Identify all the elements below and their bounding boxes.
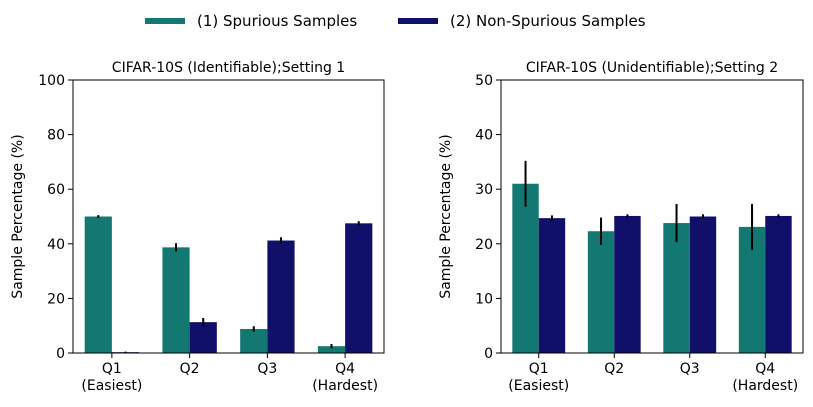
panel2-xtick-label: Q3 <box>680 361 700 377</box>
legend-item-non-spurious: (2) Non-Spurious Samples <box>398 10 646 32</box>
legend-swatch-spurious <box>145 18 185 24</box>
panel2-bar-non-spurious <box>614 215 641 353</box>
panel2-ytick-label: 30 <box>475 182 493 198</box>
panel1-bar-spurious <box>240 328 268 353</box>
panel2-xtick-label: Q2 <box>604 361 624 377</box>
panel2-bar-spurious <box>663 223 690 353</box>
panel2-bar-non-spurious <box>538 218 566 353</box>
panel2-ytick-label: 50 <box>475 73 493 89</box>
panel2-bar-spurious <box>587 231 615 353</box>
panel1-bar-spurious <box>317 346 346 353</box>
legend-swatch-non-spurious <box>398 18 438 24</box>
panel1-ytick-label: 100 <box>38 73 65 89</box>
legend-label-non-spurious: (2) Non-Spurious Samples <box>450 12 646 30</box>
panel1-xtick-label: Q4 (Hardest) <box>312 361 378 394</box>
panel1-ytick-label: 0 <box>56 346 65 362</box>
panel1-bar-non-spurious <box>345 223 373 353</box>
panel2-ytick-label: 40 <box>475 128 493 144</box>
panel1-ytick-label: 80 <box>47 128 65 144</box>
panel2-ylabel: Sample Percentage (%) <box>438 134 454 298</box>
legend: (1) Spurious Samples (2) Non-Spurious Sa… <box>0 0 813 40</box>
panel2-xtick-label: Q4 (Hardest) <box>732 361 798 394</box>
panel2-bar-non-spurious <box>689 216 717 353</box>
panel2-xtick-label: Q1 (Easiest) <box>508 361 569 394</box>
panel2-ytick-label: 0 <box>484 346 493 362</box>
panel1-xtick-label: Q2 <box>180 361 200 377</box>
panel1-bar-non-spurious <box>189 322 217 353</box>
panel1-ylabel: Sample Percentage (%) <box>10 134 26 298</box>
panel1-bar-non-spurious <box>267 240 295 353</box>
panel2-bar-spurious <box>512 183 539 353</box>
panel1-xtick-label: Q1 (Easiest) <box>81 361 142 394</box>
panel1-xtick-label: Q3 <box>257 361 277 377</box>
panel1-title: CIFAR-10S (Identifiable);Setting 1 <box>112 60 345 76</box>
panel1-bar-spurious <box>84 216 112 353</box>
panel1-frame <box>72 79 385 354</box>
panel1-ytick-label: 40 <box>47 237 65 253</box>
panel2-title: CIFAR-10S (Unidentifiable);Setting 2 <box>526 60 778 76</box>
panel2-ytick-label: 20 <box>475 237 493 253</box>
legend-item-spurious: (1) Spurious Samples <box>145 10 357 32</box>
panel1-ytick-label: 60 <box>47 182 65 198</box>
panel2-ytick-label: 10 <box>475 291 493 307</box>
legend-label-spurious: (1) Spurious Samples <box>197 12 358 30</box>
panel1-bar-spurious <box>162 247 190 353</box>
panel2-bar-non-spurious <box>765 215 792 353</box>
panel2-frame <box>500 79 804 354</box>
panel1-ytick-label: 20 <box>47 291 65 307</box>
